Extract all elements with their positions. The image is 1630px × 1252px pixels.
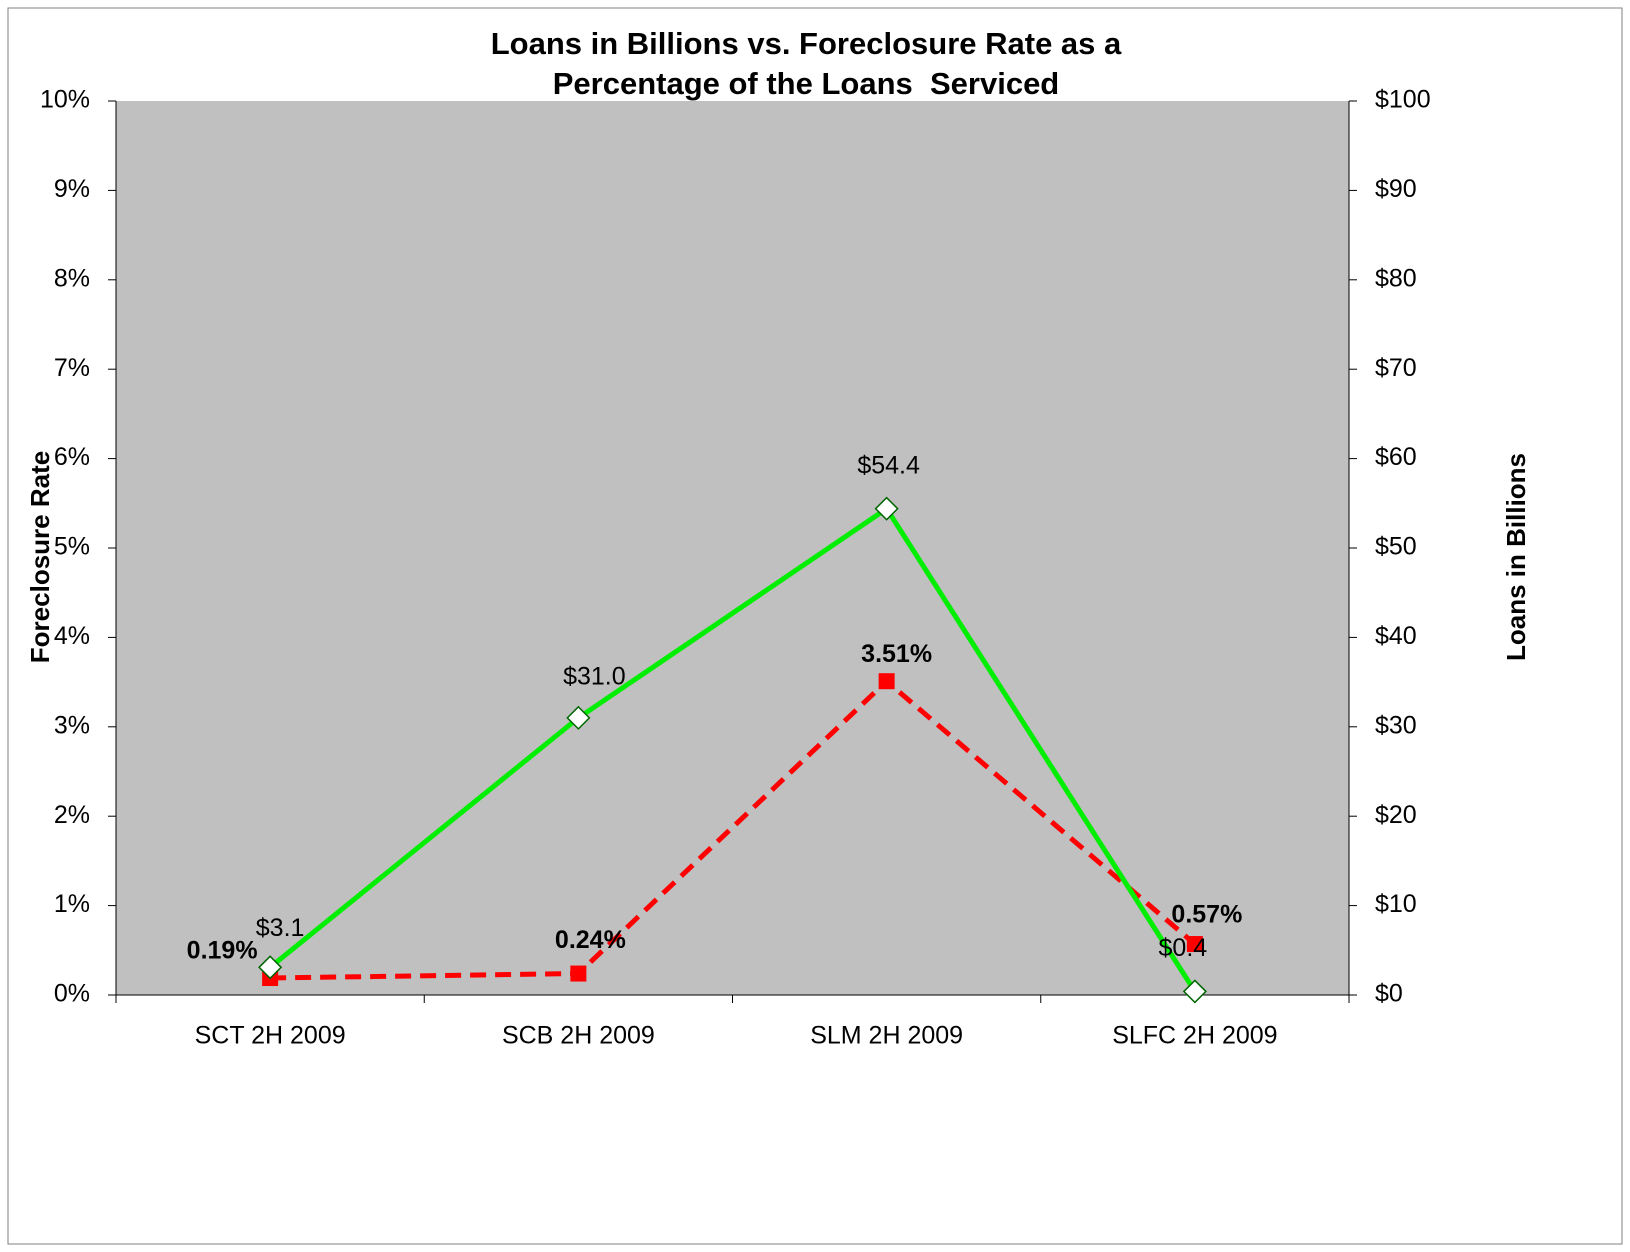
- y2-axis-title: Loans in Billions: [1501, 453, 1531, 661]
- x-tick-label: SCB 2H 2009: [502, 1022, 655, 1050]
- x-tick-label: SCT 2H 2009: [195, 1022, 346, 1050]
- y-tick-label: 6%: [54, 443, 90, 471]
- point-marker: [570, 965, 587, 982]
- y-tick-label: 7%: [54, 354, 90, 382]
- x-tick-label: SLM 2H 2009: [810, 1022, 963, 1050]
- y2-tick-label: $70: [1375, 354, 1417, 382]
- y-tick-label: 4%: [54, 622, 90, 650]
- series-line: [268, 505, 1197, 993]
- chart-title: Percentage of the Loans Serviced: [553, 66, 1060, 101]
- y2-tick-label: $90: [1375, 175, 1417, 203]
- data-label: 0.57%: [1171, 901, 1242, 929]
- y-tick-label: 8%: [54, 264, 90, 292]
- data-label: $3.1: [256, 914, 305, 942]
- y2-tick-label: $80: [1375, 264, 1417, 292]
- y-tick-label: 0%: [54, 980, 90, 1008]
- point-marker: [874, 496, 899, 521]
- y2-tick-label: $0: [1375, 980, 1403, 1008]
- y-tick-label: 5%: [54, 533, 90, 561]
- y2-tick-label: $20: [1375, 801, 1417, 829]
- y-tick-label: 3%: [54, 711, 90, 739]
- data-label: 3.51%: [861, 640, 932, 668]
- x-tick-label: SLFC 2H 2009: [1112, 1022, 1277, 1050]
- series-line: [270, 677, 1197, 981]
- point-marker: [878, 673, 895, 690]
- point-marker: [1182, 979, 1207, 1004]
- data-label: $31.0: [563, 662, 626, 690]
- y2-tick-label: $10: [1375, 890, 1417, 918]
- y2-tick-label: $60: [1375, 443, 1417, 471]
- y-tick-label: 1%: [54, 890, 90, 918]
- data-label: $0.4: [1159, 934, 1208, 962]
- data-label: 0.19%: [187, 937, 258, 965]
- data-label: 0.24%: [555, 926, 626, 954]
- y2-tick-label: $100: [1375, 86, 1431, 114]
- plot-area: [116, 101, 1349, 995]
- point-marker: [566, 705, 591, 730]
- data-label: $54.4: [857, 451, 920, 479]
- y2-tick-label: $40: [1375, 622, 1417, 650]
- y-tick-label: 9%: [54, 175, 90, 203]
- y2-tick-label: $50: [1375, 533, 1417, 561]
- y2-tick-label: $30: [1375, 711, 1417, 739]
- y-tick-label: 2%: [54, 801, 90, 829]
- y-axis-title: Foreclosure Rate: [25, 451, 55, 663]
- point-marker: [258, 955, 283, 980]
- y-tick-label: 10%: [40, 86, 90, 114]
- point-marker: [1186, 936, 1203, 953]
- chart-title: Loans in Billions vs. Foreclosure Rate a…: [491, 26, 1122, 61]
